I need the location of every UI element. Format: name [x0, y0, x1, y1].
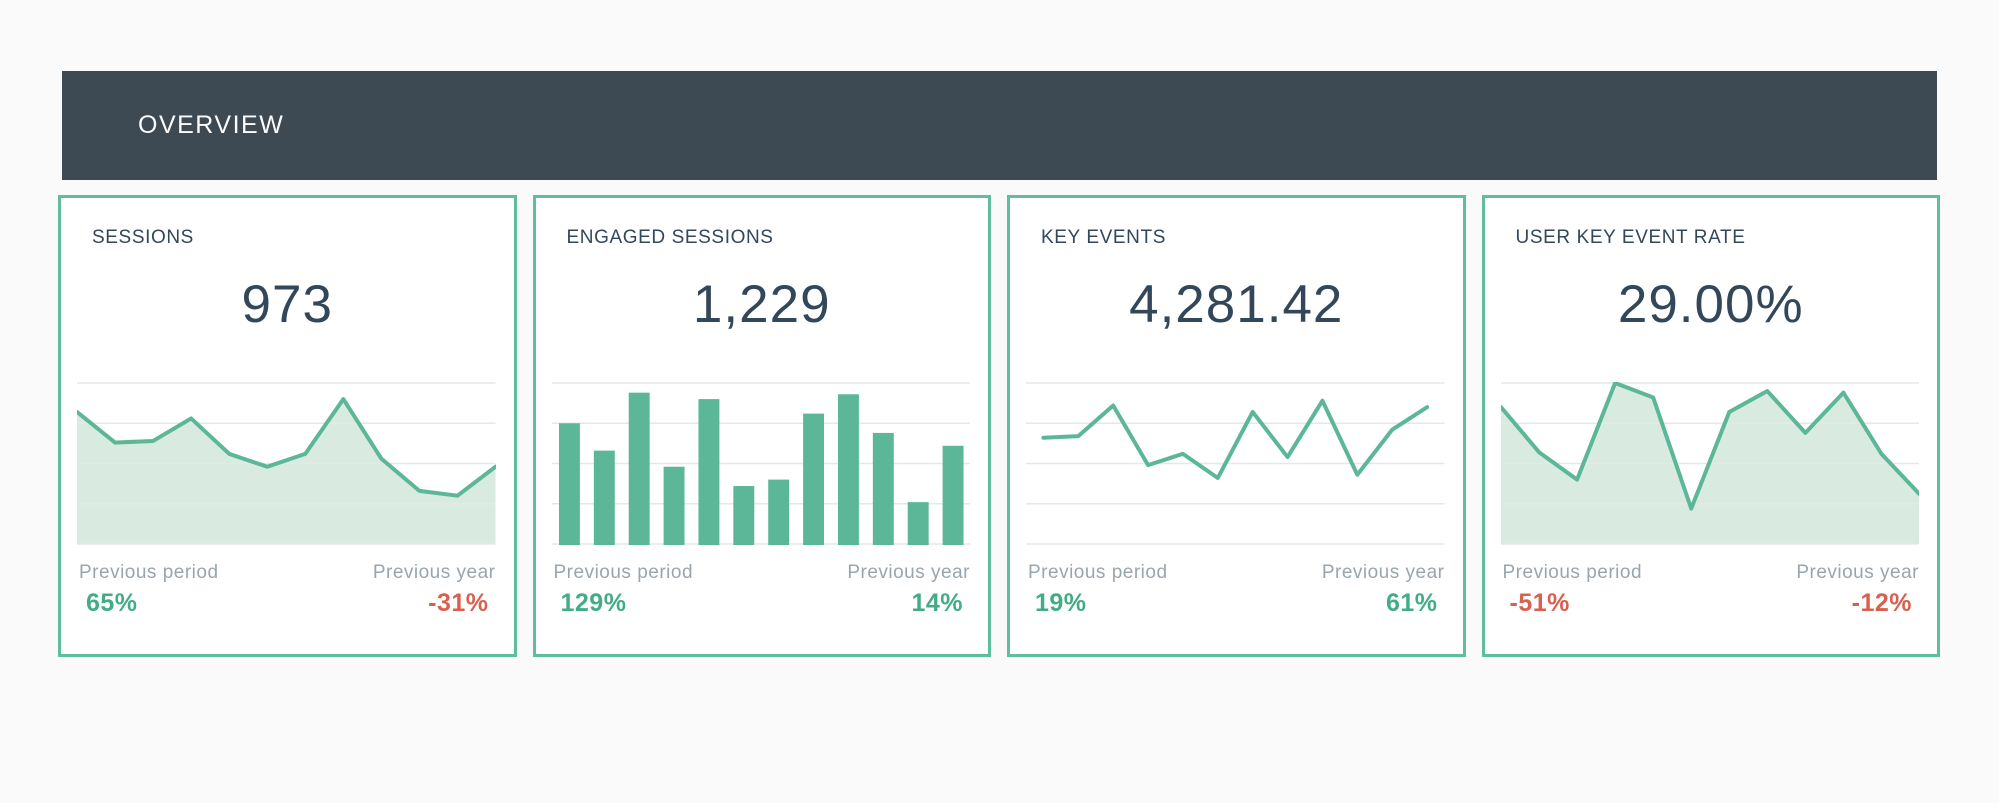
previous-year-label: Previous year	[1796, 562, 1919, 583]
previous-period-value: 19%	[1035, 589, 1087, 617]
overview-header-bar: OVERVIEW	[62, 71, 1937, 180]
comparison-labels: Previous period Previous year	[1028, 562, 1445, 584]
metric-value: 973	[241, 275, 333, 334]
metric-card-key-events[interactable]: KEY EVENTS 4,281.42 Previous period Prev…	[1007, 195, 1466, 657]
sessions-area-chart	[77, 382, 496, 545]
previous-period-label: Previous period	[1028, 562, 1168, 583]
metric-card-sessions[interactable]: SESSIONS 973 Previous period Previous ye…	[58, 195, 517, 657]
metric-value: 4,281.42	[1129, 275, 1344, 334]
previous-year-value: 14%	[911, 589, 963, 617]
comparison-values: 65% -31%	[86, 589, 489, 618]
comparison-values: 129% 14%	[561, 589, 964, 618]
card-title: USER KEY EVENT RATE	[1515, 227, 1746, 248]
previous-year-label: Previous year	[372, 562, 496, 583]
page-title: OVERVIEW	[138, 111, 285, 139]
comparison-values: 19% 61%	[1035, 589, 1438, 618]
previous-year-label: Previous year	[847, 562, 970, 583]
comparison-labels: Previous period Previous year	[1503, 562, 1920, 584]
previous-period-value: 129%	[560, 589, 627, 617]
card-title: KEY EVENTS	[1041, 227, 1166, 248]
previous-period-label: Previous period	[553, 562, 694, 583]
engaged-sessions-bar-chart	[551, 382, 970, 545]
user-key-event-rate-area-chart	[1500, 382, 1919, 545]
previous-period-label: Previous period	[79, 562, 219, 583]
key-events-line-chart	[1026, 382, 1445, 545]
metric-value: 1,229	[692, 275, 831, 334]
metric-card-engaged-sessions[interactable]: ENGAGED SESSIONS 1,229 Previous period P…	[532, 195, 991, 657]
previous-period-value: 65%	[86, 589, 138, 617]
metric-cards-row: SESSIONS 973 Previous period Previous ye…	[58, 195, 1940, 657]
previous-period-value: -51%	[1509, 589, 1570, 617]
previous-year-value: -31%	[428, 589, 489, 617]
comparison-labels: Previous period Previous year	[79, 562, 496, 584]
previous-period-label: Previous period	[1502, 562, 1643, 583]
previous-year-label: Previous year	[1321, 562, 1445, 583]
previous-year-value: -12%	[1851, 589, 1912, 617]
previous-year-value: 61%	[1385, 589, 1438, 617]
comparison-labels: Previous period Previous year	[554, 562, 971, 584]
metric-card-user-key-event-rate[interactable]: USER KEY EVENT RATE 29.00% Previous peri…	[1481, 195, 1940, 657]
card-title: ENGAGED SESSIONS	[566, 227, 774, 248]
comparison-values: -51% -12%	[1510, 589, 1913, 618]
card-title: SESSIONS	[92, 227, 194, 248]
metric-value: 29.00%	[1617, 275, 1804, 334]
